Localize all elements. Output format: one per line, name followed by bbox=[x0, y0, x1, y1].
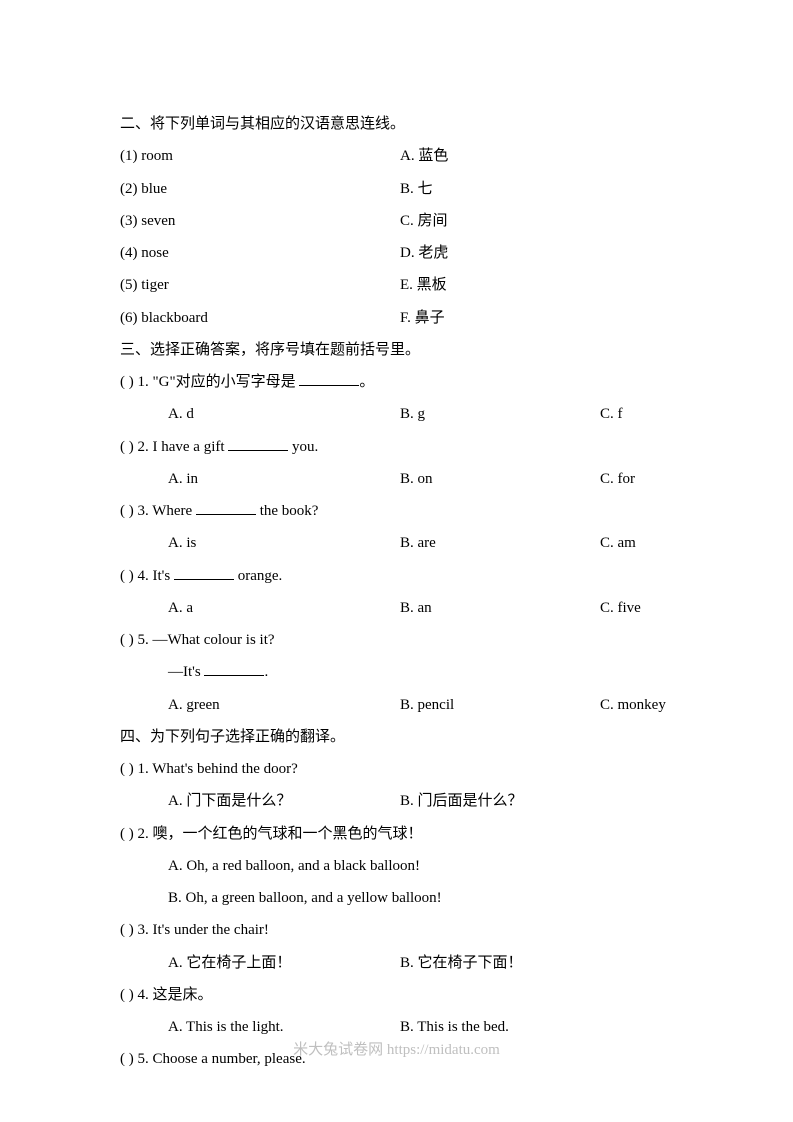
s3-q2: ( ) 2. I have a gift you. bbox=[120, 431, 673, 463]
q-prefix: ( ) 3. Where bbox=[120, 503, 196, 519]
match-right: E. 黑板 bbox=[400, 269, 673, 301]
match-row: (1) roomA. 蓝色 bbox=[120, 140, 673, 172]
q-suffix: . bbox=[264, 664, 268, 680]
option-a: A. in bbox=[168, 463, 400, 495]
match-left: (1) room bbox=[120, 140, 400, 172]
s3-q3-options: A. isB. areC. am bbox=[120, 527, 673, 559]
blank bbox=[204, 663, 264, 677]
q-suffix: orange. bbox=[234, 568, 282, 584]
s3-q5-line2: —It's . bbox=[120, 656, 673, 688]
option-c: C. for bbox=[600, 463, 673, 495]
option-c: C. monkey bbox=[600, 689, 673, 721]
option-a: A. 门下面是什么？ bbox=[168, 785, 400, 817]
option-b: B. 门后面是什么？ bbox=[400, 785, 673, 817]
section-4: 四、为下列句子选择正确的翻译。 ( ) 1. What's behind the… bbox=[120, 721, 673, 1076]
q-prefix: —It's bbox=[168, 664, 204, 680]
section-2: 二、将下列单词与其相应的汉语意思连线。 (1) roomA. 蓝色 (2) bl… bbox=[120, 108, 673, 334]
option-b: B. pencil bbox=[400, 689, 600, 721]
s3-q5-options: A. greenB. pencilC. monkey bbox=[120, 689, 673, 721]
match-right: A. 蓝色 bbox=[400, 140, 673, 172]
s3-q5-line1: ( ) 5. —What colour is it? bbox=[120, 624, 673, 656]
match-row: (5) tigerE. 黑板 bbox=[120, 269, 673, 301]
blank bbox=[196, 502, 256, 516]
section-3: 三、选择正确答案，将序号填在题前括号里。 ( ) 1. "G"对应的小写字母是 … bbox=[120, 334, 673, 721]
option-c: C. f bbox=[600, 398, 673, 430]
blank bbox=[228, 437, 288, 451]
option-c: C. am bbox=[600, 527, 673, 559]
s3-q3: ( ) 3. Where the book? bbox=[120, 495, 673, 527]
match-row: (2) blueB. 七 bbox=[120, 173, 673, 205]
match-right: B. 七 bbox=[400, 173, 673, 205]
s4-q1: ( ) 1. What's behind the door? bbox=[120, 753, 673, 785]
s3-q2-options: A. inB. onC. for bbox=[120, 463, 673, 495]
match-row: (3) sevenC. 房间 bbox=[120, 205, 673, 237]
q-suffix: the book? bbox=[256, 503, 318, 519]
s3-q4-options: A. aB. anC. five bbox=[120, 592, 673, 624]
option-b: B. g bbox=[400, 398, 600, 430]
q-suffix: you. bbox=[288, 439, 318, 455]
match-right: D. 老虎 bbox=[400, 237, 673, 269]
option-a: A. d bbox=[168, 398, 400, 430]
match-left: (6) blackboard bbox=[120, 302, 400, 334]
q-prefix: ( ) 2. I have a gift bbox=[120, 439, 228, 455]
match-right: C. 房间 bbox=[400, 205, 673, 237]
match-left: (2) blue bbox=[120, 173, 400, 205]
match-row: (6) blackboardF. 鼻子 bbox=[120, 302, 673, 334]
q-suffix: 。 bbox=[359, 374, 374, 390]
s4-q3-options: A. 它在椅子上面！B. 它在椅子下面！ bbox=[120, 947, 673, 979]
match-left: (3) seven bbox=[120, 205, 400, 237]
option-b: B. 它在椅子下面！ bbox=[400, 947, 673, 979]
s4-q1-options: A. 门下面是什么？B. 门后面是什么？ bbox=[120, 785, 673, 817]
s4-q2-option-a: A. Oh, a red balloon, and a black balloo… bbox=[120, 850, 673, 882]
q-prefix: ( ) 1. "G"对应的小写字母是 bbox=[120, 374, 299, 390]
option-b: B. are bbox=[400, 527, 600, 559]
section-2-title: 二、将下列单词与其相应的汉语意思连线。 bbox=[120, 108, 673, 140]
option-a: A. is bbox=[168, 527, 400, 559]
match-right: F. 鼻子 bbox=[400, 302, 673, 334]
match-left: (5) tiger bbox=[120, 269, 400, 301]
s4-q3: ( ) 3. It's under the chair! bbox=[120, 914, 673, 946]
option-a: A. 它在椅子上面！ bbox=[168, 947, 400, 979]
section-4-title: 四、为下列句子选择正确的翻译。 bbox=[120, 721, 673, 753]
s3-q1-options: A. dB. gC. f bbox=[120, 398, 673, 430]
option-a: A. a bbox=[168, 592, 400, 624]
s4-q2: ( ) 2. 噢，一个红色的气球和一个黑色的气球！ bbox=[120, 818, 673, 850]
s4-q4: ( ) 4. 这是床。 bbox=[120, 979, 673, 1011]
option-c: C. five bbox=[600, 592, 673, 624]
s3-q1: ( ) 1. "G"对应的小写字母是 。 bbox=[120, 366, 673, 398]
match-row: (4) noseD. 老虎 bbox=[120, 237, 673, 269]
blank bbox=[174, 566, 234, 580]
q-prefix: ( ) 4. It's bbox=[120, 568, 174, 584]
s3-q4: ( ) 4. It's orange. bbox=[120, 560, 673, 592]
match-left: (4) nose bbox=[120, 237, 400, 269]
section-3-title: 三、选择正确答案，将序号填在题前括号里。 bbox=[120, 334, 673, 366]
blank bbox=[299, 373, 359, 387]
option-a: A. green bbox=[168, 689, 400, 721]
option-b: B. on bbox=[400, 463, 600, 495]
option-b: B. an bbox=[400, 592, 600, 624]
s4-q2-option-b: B. Oh, a green balloon, and a yellow bal… bbox=[120, 882, 673, 914]
footer-watermark: 米大兔试卷网 https://midatu.com bbox=[0, 1034, 793, 1066]
